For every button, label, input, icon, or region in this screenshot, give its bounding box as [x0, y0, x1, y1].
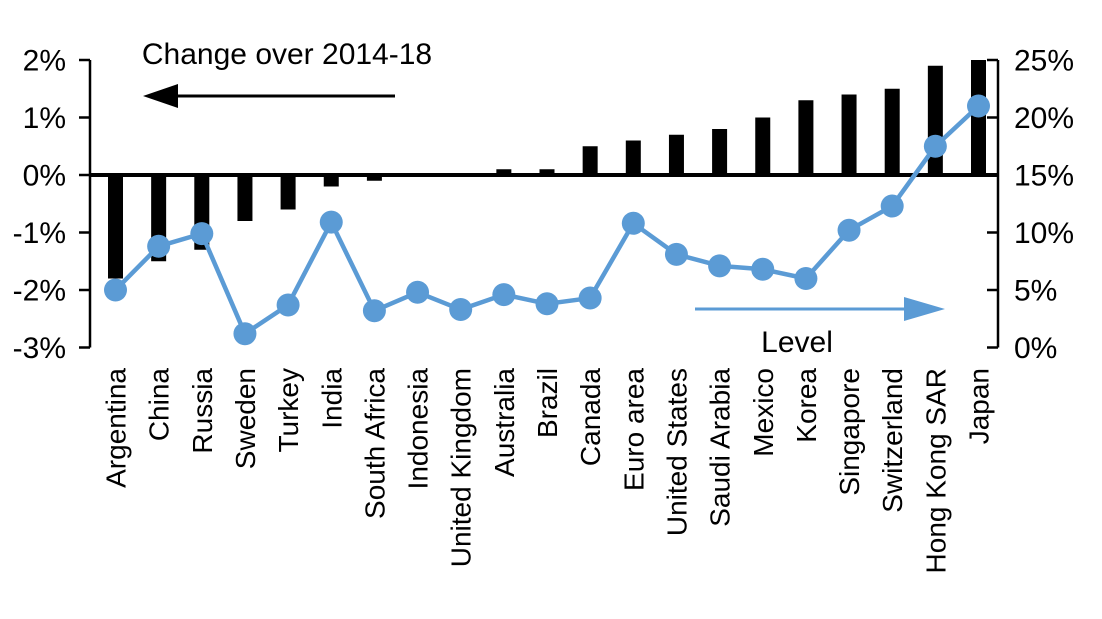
bar-turkey	[280, 175, 296, 210]
level-dot-indonesia	[406, 280, 430, 304]
category-label-korea: Korea	[791, 368, 822, 443]
bar-united-states	[668, 134, 684, 175]
change-arrow-head-left-icon	[143, 84, 178, 108]
level-dot-india	[319, 210, 343, 234]
level-dot-brazil	[535, 292, 559, 316]
left-axis-label--3%: -3%	[13, 332, 66, 365]
category-label-china: China	[144, 368, 175, 442]
bar-canada	[582, 146, 598, 175]
category-label-india: India	[316, 368, 347, 429]
category-label-argentina: Argentina	[101, 368, 132, 488]
category-label-canada: Canada	[575, 368, 606, 467]
category-label-switzerland: Switzerland	[877, 368, 908, 513]
category-label-south-africa: South Africa	[359, 368, 390, 519]
left-axis-label--1%: -1%	[13, 217, 66, 250]
category-label-russia: Russia	[187, 368, 218, 454]
level-dot-switzerland	[880, 194, 904, 218]
category-label-sweden: Sweden	[230, 368, 261, 469]
bar-india	[323, 175, 339, 187]
level-dot-japan	[967, 94, 990, 118]
level-dot-argentina	[104, 278, 127, 302]
bar-korea	[798, 100, 814, 175]
category-label-united-kingdom: United Kingdom	[446, 368, 477, 567]
level-dot-turkey	[276, 293, 300, 317]
right-axis-label-5%: 5%	[1014, 275, 1057, 308]
category-label-mexico: Mexico	[748, 368, 779, 457]
bar-mexico	[755, 117, 771, 175]
bar-switzerland	[884, 88, 900, 175]
bar-euro-area	[625, 140, 641, 175]
category-label-united-states: United States	[661, 368, 692, 536]
bar-hong-kong-sar	[927, 65, 943, 175]
level-dot-south-africa	[362, 299, 386, 323]
level-dot-euro-area	[621, 211, 645, 235]
bar-south-africa	[366, 175, 382, 181]
level-dot-singapore	[837, 218, 861, 242]
category-label-japan: Japan	[964, 368, 995, 444]
level-dot-canada	[578, 286, 602, 310]
right-axis-label-20%: 20%	[1014, 102, 1074, 135]
category-label-hong-kong-sar: Hong Kong SAR	[920, 368, 951, 573]
category-label-australia: Australia	[489, 368, 520, 477]
right-axis-label-25%: 25%	[1014, 45, 1074, 78]
bar-brazil	[539, 169, 555, 175]
level-dot-australia	[492, 283, 516, 307]
right-axis-label-15%: 15%	[1014, 160, 1074, 193]
level-dot-china	[147, 234, 171, 258]
right-axis-label-10%: 10%	[1014, 217, 1074, 250]
category-label-euro-area: Euro area	[618, 368, 649, 491]
level-dot-russia	[190, 222, 214, 246]
level-dot-sweden	[233, 322, 257, 346]
left-axis-label--2%: -2%	[13, 275, 66, 308]
category-label-brazil: Brazil	[532, 368, 563, 438]
level-dot-korea	[794, 267, 818, 290]
category-label-indonesia: Indonesia	[403, 368, 434, 490]
level-dot-mexico	[751, 257, 775, 281]
change-annotation-label: Change over 2014-18	[142, 38, 432, 71]
left-axis-label-1%: 1%	[23, 102, 66, 135]
level-dot-saudi-arabia	[708, 254, 732, 278]
level-annotation-label: Level	[761, 326, 833, 359]
bar-sweden	[237, 175, 253, 221]
bar-australia	[496, 169, 512, 175]
level-dot-united-kingdom	[449, 298, 473, 322]
category-label-saudi-arabia: Saudi Arabia	[705, 368, 736, 527]
left-axis-label-0%: 0%	[23, 160, 66, 193]
right-axis-label-0%: 0%	[1014, 332, 1057, 365]
bar-saudi-arabia	[712, 129, 728, 175]
left-axis-label-2%: 2%	[23, 45, 66, 78]
category-label-turkey: Turkey	[273, 368, 304, 453]
level-arrow-head-right-icon	[904, 297, 945, 321]
level-dot-united-states	[664, 242, 688, 266]
bar-argentina	[108, 175, 123, 279]
bar-singapore	[841, 94, 857, 175]
level-dot-hong-kong-sar	[923, 134, 947, 158]
category-label-singapore: Singapore	[834, 368, 865, 496]
